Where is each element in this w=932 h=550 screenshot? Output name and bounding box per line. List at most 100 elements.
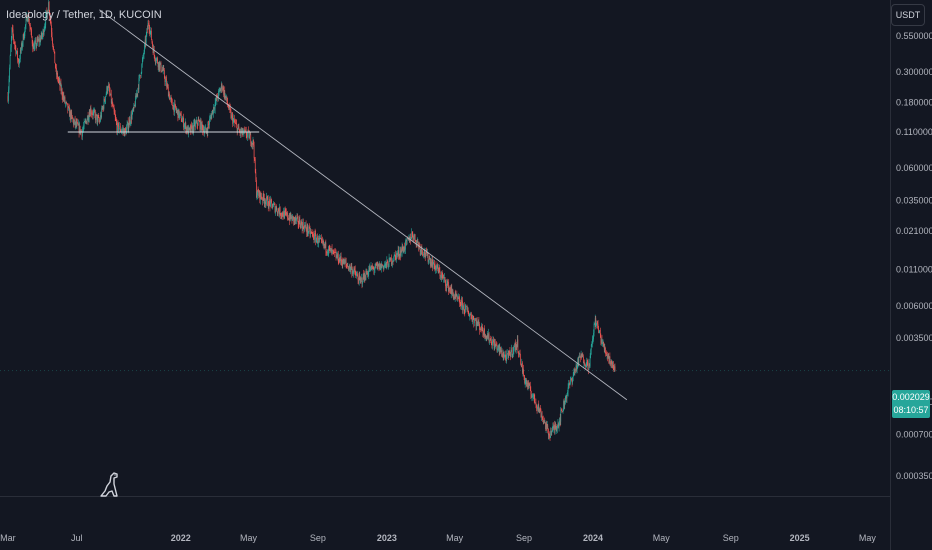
candle-body — [134, 104, 136, 107]
candle-body — [585, 365, 586, 367]
candle-body — [78, 123, 80, 133]
candle-body — [48, 2, 50, 12]
candle-body — [268, 199, 270, 208]
candle-body — [224, 95, 226, 99]
candle-body — [293, 217, 295, 222]
candle-body — [31, 36, 33, 44]
candle-body — [239, 130, 240, 132]
candle-body — [430, 261, 432, 265]
candle-body — [572, 377, 573, 383]
candle-body — [519, 353, 520, 355]
candle-body — [537, 408, 538, 409]
candle-body — [459, 303, 461, 305]
candle-body — [54, 63, 56, 68]
candle-body — [230, 108, 231, 111]
candle-body — [319, 238, 321, 239]
candle-body — [457, 297, 458, 299]
candle-body — [428, 260, 429, 262]
candle-body — [132, 108, 134, 113]
candle-body — [311, 232, 313, 234]
candle-body — [540, 410, 542, 418]
candle-body — [511, 347, 512, 352]
candle-body — [541, 415, 542, 418]
candle-body — [611, 363, 613, 365]
candle-body — [401, 246, 403, 253]
candle-body — [193, 122, 195, 123]
candle-body — [82, 130, 83, 137]
candle-body — [579, 356, 581, 358]
candle-body — [321, 239, 323, 241]
candle-body — [36, 44, 38, 47]
candle-body — [262, 198, 263, 201]
candle-body — [8, 89, 9, 102]
candle-body — [108, 85, 110, 88]
candle-body — [189, 127, 191, 129]
currency-button[interactable]: USDT — [891, 4, 925, 26]
candle-body — [230, 110, 232, 119]
candle-body — [100, 115, 102, 118]
candle-body — [70, 112, 72, 120]
candle-body — [419, 246, 421, 253]
candle-body — [225, 95, 227, 99]
candle-body — [99, 120, 100, 122]
candle-body — [276, 211, 278, 214]
candle-body — [388, 258, 390, 267]
candle-body — [380, 264, 381, 270]
candle-body — [462, 305, 464, 310]
tradingview-dino-icon[interactable] — [98, 470, 120, 498]
candle-body — [287, 218, 289, 219]
candle-body — [432, 263, 434, 268]
candle-body — [140, 75, 141, 77]
candle-body — [488, 333, 490, 342]
candle-body — [581, 354, 583, 358]
candle-body — [393, 260, 394, 261]
time-axis[interactable]: Mar Jul 2022 May Sep 2023 May Sep 2024 May Sep 2025… — [0, 533, 876, 543]
candle-body — [270, 199, 272, 201]
candle-body — [70, 111, 71, 120]
candle-body — [304, 225, 305, 231]
candle-body — [597, 321, 598, 324]
candle-body — [592, 339, 594, 340]
candle-body — [234, 118, 235, 122]
candle-body — [111, 101, 113, 103]
candle-body — [36, 38, 38, 45]
candle-body — [88, 118, 90, 121]
candle-body — [441, 274, 443, 276]
candle-body — [498, 345, 499, 347]
candle-body — [509, 350, 510, 352]
candle-body — [32, 43, 34, 49]
candle-body — [610, 362, 611, 365]
candle-body — [41, 33, 43, 38]
candle-body — [606, 352, 607, 357]
candle-body — [349, 264, 351, 271]
candle-body — [278, 210, 280, 215]
candle-body — [403, 246, 405, 252]
candle-body — [183, 126, 185, 128]
candle-body — [505, 357, 507, 362]
price-tick-label: 0.011000 — [896, 265, 932, 275]
candle-body — [342, 263, 344, 266]
candle-body — [114, 114, 116, 118]
candle-body — [34, 41, 36, 45]
candle-body — [74, 119, 76, 125]
candle-body — [18, 59, 19, 65]
candle-body — [195, 122, 196, 128]
candle-body — [395, 255, 397, 260]
candle-body — [485, 335, 487, 339]
candle-body — [81, 131, 83, 137]
candle-body — [549, 436, 551, 438]
candle-body — [361, 278, 363, 284]
candle-body — [243, 129, 245, 133]
candle-body — [40, 38, 42, 42]
candle-body — [43, 30, 44, 35]
candle-body — [150, 30, 152, 40]
candle-body — [331, 248, 332, 253]
candle-body — [529, 384, 531, 386]
candle-body — [74, 119, 75, 122]
candle-body — [396, 253, 397, 260]
candle-body — [412, 234, 414, 239]
candle-body — [242, 128, 244, 135]
candle-body — [544, 420, 545, 423]
